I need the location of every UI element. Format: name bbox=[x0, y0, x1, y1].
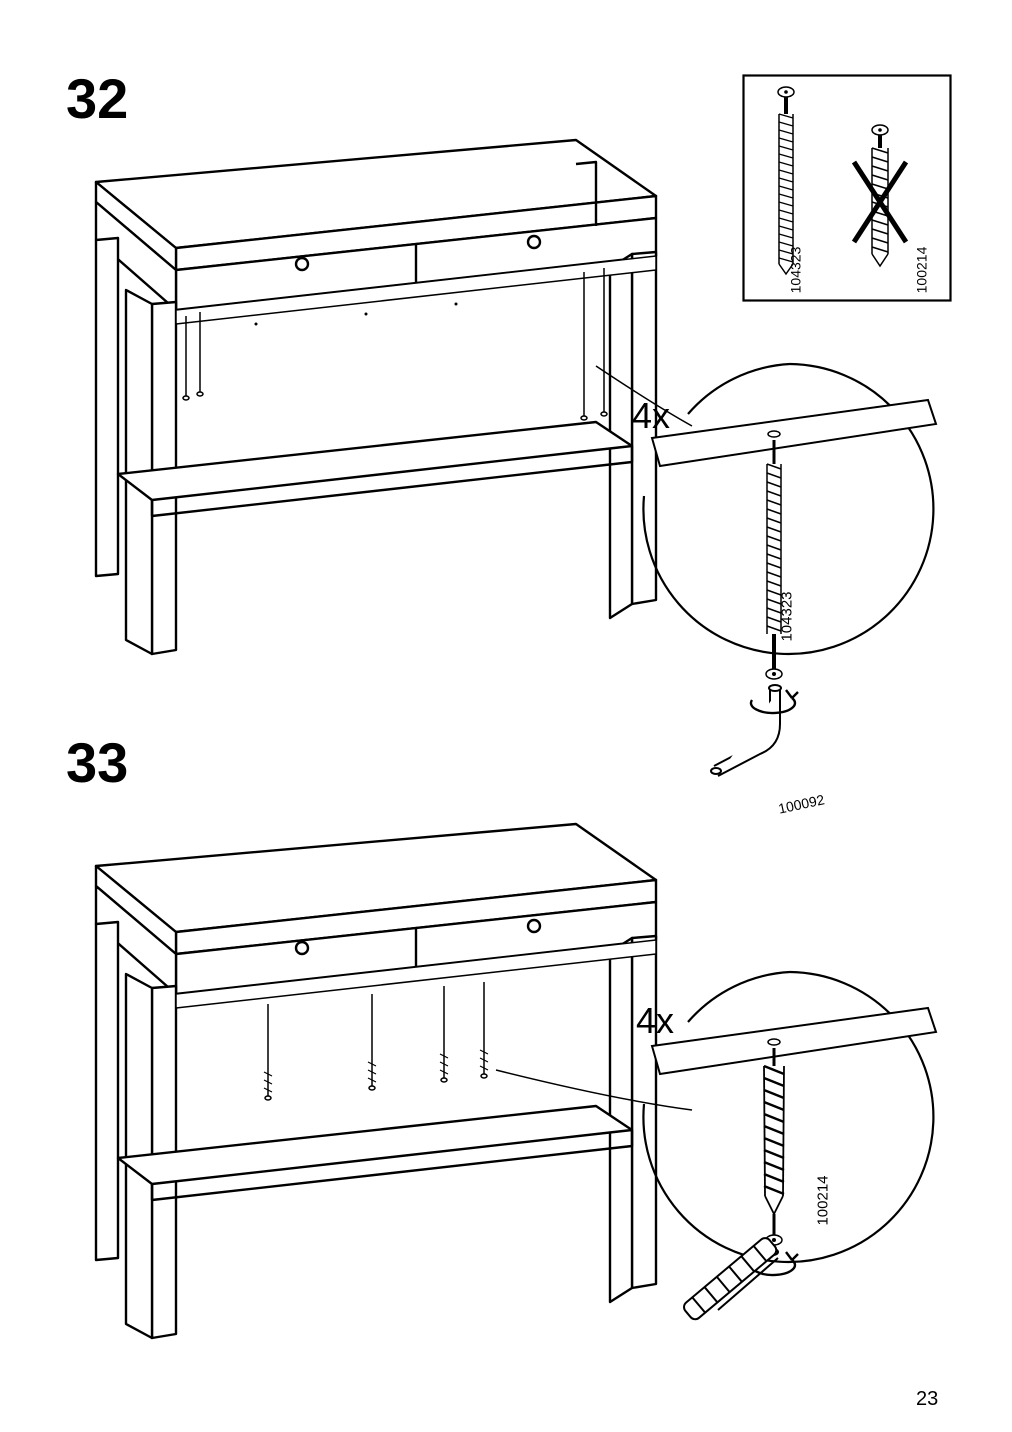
step-33-number: 33 bbox=[66, 730, 128, 795]
compare-correct-part-label: 104323 bbox=[787, 247, 803, 294]
step-33-screw-part-label: 100214 bbox=[815, 1175, 832, 1225]
instruction-page: 32 104323 100214 bbox=[0, 0, 1012, 1432]
step-32-screw-part-label: 104323 bbox=[779, 591, 796, 641]
step-33-diagram bbox=[56, 790, 696, 1350]
page-number: 23 bbox=[916, 1388, 938, 1411]
step-33-detail bbox=[604, 964, 974, 1384]
step-32-diagram bbox=[56, 106, 696, 666]
compare-wrong-part-label: 100214 bbox=[913, 247, 929, 294]
